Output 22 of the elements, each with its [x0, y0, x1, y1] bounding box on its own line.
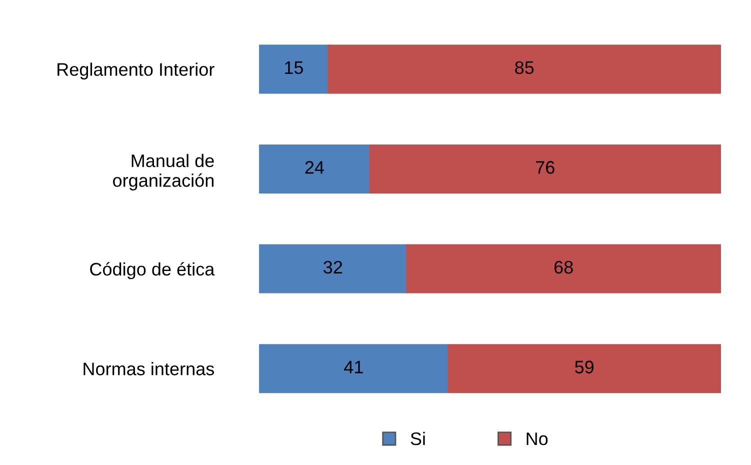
bar — [406, 244, 721, 294]
data-label: 68 — [554, 260, 573, 274]
y-tick-label: Código de ética — [90, 262, 215, 280]
bar — [448, 344, 721, 394]
data-label: 15 — [285, 61, 303, 74]
bar — [369, 144, 721, 194]
data-label: 24 — [305, 161, 324, 174]
bar — [328, 44, 721, 94]
bar — [259, 344, 449, 394]
bar — [259, 244, 408, 294]
y-tick-label: Normas internas — [84, 362, 214, 376]
bar — [259, 144, 370, 194]
data-label: 59 — [575, 360, 594, 374]
legend-label: Si — [410, 432, 425, 446]
data-label: 85 — [515, 61, 534, 74]
data-label: 32 — [324, 260, 342, 274]
data-label: 41 — [344, 360, 363, 374]
data-label: 76 — [536, 161, 554, 174]
legend-label: No — [526, 432, 548, 446]
y-tick-label: Manual de organización — [113, 154, 214, 190]
y-tick-label: Reglamento Interior — [58, 62, 214, 80]
bar — [259, 44, 329, 94]
